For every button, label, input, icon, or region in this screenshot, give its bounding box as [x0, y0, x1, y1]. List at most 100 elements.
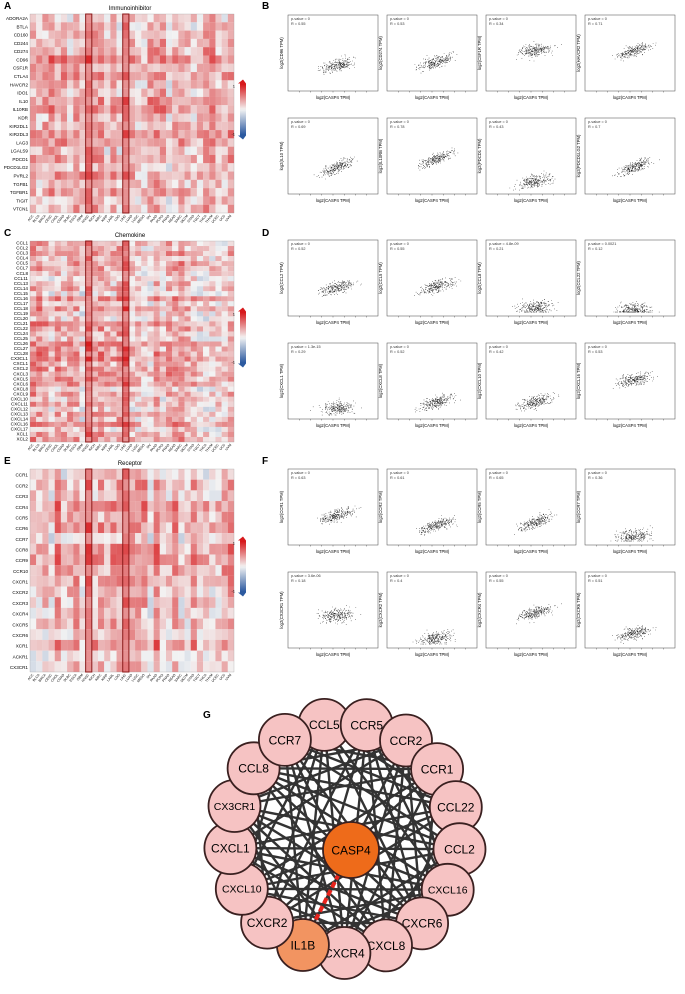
heatmap-cell [30, 421, 37, 427]
heatmap-cell [209, 105, 216, 114]
heatmap-cell [128, 296, 136, 302]
heatmap-cell [190, 188, 197, 197]
heatmap-cell [116, 436, 123, 443]
heatmap-cell [98, 80, 105, 89]
heatmap-cell [221, 386, 228, 392]
heatmap-cell [178, 436, 185, 443]
heatmap-cell [122, 266, 129, 272]
heatmap-cell [215, 371, 222, 377]
heatmap-cell [209, 14, 216, 23]
heatmap-cell [98, 607, 105, 619]
heatmap-cell [104, 130, 111, 139]
heatmap-cell [184, 639, 191, 651]
heatmap-cell [85, 597, 92, 608]
heatmap-cell [48, 316, 55, 322]
heatmap-cell [91, 575, 99, 587]
heatmap-cell [227, 391, 235, 397]
heatmap-cell [73, 30, 80, 39]
network-edge [252, 767, 387, 947]
heatmap-cell [36, 436, 43, 443]
heatmap-cell [147, 301, 154, 307]
heatmap-cell [116, 286, 123, 292]
heatmap-cell [178, 113, 185, 122]
heatmap-cell [135, 241, 142, 247]
heatmap-cell [98, 241, 105, 247]
heatmap-cell [209, 416, 216, 422]
heatmap-cell [209, 80, 216, 89]
heatmap-cell [85, 163, 92, 172]
heatmap-cell [116, 146, 123, 156]
heatmap-cell [190, 386, 197, 392]
heatmap-cell [178, 171, 185, 180]
heatmap-cell [128, 575, 136, 587]
heatmap-cell [36, 291, 43, 297]
heatmap-cell [209, 411, 216, 417]
heatmap-cell [122, 554, 129, 566]
heatmap-cell [159, 371, 167, 377]
heatmap-cell [221, 469, 228, 480]
heatmap-cell [209, 431, 216, 438]
heatmap-cell [91, 554, 99, 566]
heatmap-cell [42, 38, 49, 48]
heatmap-cell [153, 618, 160, 630]
heatmap-cell [36, 629, 43, 640]
heatmap-column-label: CHOL [50, 673, 59, 683]
heatmap-cell [209, 618, 216, 630]
network-edge [283, 739, 346, 954]
heatmap-row-label: CCL26 [14, 341, 29, 346]
heatmap-cell [36, 490, 43, 502]
heatmap-cell [54, 30, 61, 39]
heatmap-cell [42, 406, 49, 412]
node-label: CX3CR1 [214, 801, 256, 813]
heatmap-cell [104, 331, 111, 337]
heatmap-cell [203, 361, 210, 367]
heatmap-cell [110, 291, 117, 297]
heatmap-cell [79, 406, 86, 412]
heatmap-cell [221, 171, 228, 180]
heatmap-cell [227, 351, 235, 357]
heatmap-cell [73, 301, 80, 307]
heatmap-row-label: CXCL16 [11, 422, 29, 427]
heatmap-column-label: STAD [186, 214, 195, 224]
heatmap-cell [190, 575, 197, 587]
heatmap-cell [122, 629, 129, 640]
heatmap-row-label: CXCR5 [12, 622, 28, 627]
heatmap-cell [147, 72, 154, 81]
heatmap-cell [227, 346, 235, 352]
heatmap-row-label: IDO1 [17, 91, 28, 96]
heatmap-cell [30, 281, 37, 287]
heatmap-cell [91, 431, 99, 438]
heatmap-cell [153, 204, 160, 214]
heatmap-cell [166, 381, 173, 387]
r-value-label: R = 0.34 [489, 22, 503, 26]
heatmap-cell [172, 306, 179, 312]
legend-gradient-step [240, 97, 246, 100]
heatmap-cell [215, 661, 222, 673]
heatmap-cell [73, 366, 80, 372]
heatmap-cell [42, 246, 49, 252]
heatmap-cell [54, 113, 61, 122]
heatmap-cell [215, 543, 222, 555]
heatmap-column-label: LUSC [131, 214, 140, 224]
heatmap-column-label: THCA [199, 443, 208, 453]
heatmap-cell [221, 479, 228, 491]
heatmap-cell [36, 146, 43, 156]
heatmap-cell [196, 376, 204, 382]
heatmap-cell [147, 286, 154, 292]
heatmap-cell [54, 661, 61, 673]
heatmap-column-label: UCEC [211, 443, 221, 453]
heatmap-cell [141, 391, 148, 397]
heatmap-cell [178, 618, 185, 630]
heatmap-cell [42, 351, 49, 357]
heatmap-cell [122, 80, 129, 89]
heatmap-cell [36, 276, 43, 282]
heatmap-cell [196, 351, 204, 357]
scatter-frame [485, 571, 577, 649]
heatmap-cell [153, 121, 160, 131]
heatmap-cell [110, 436, 117, 443]
heatmap-cell [60, 30, 68, 39]
heatmap-cell [190, 511, 197, 523]
heatmap-cell [153, 326, 160, 332]
heatmap-cell [196, 661, 204, 673]
heatmap-cell [116, 179, 123, 189]
